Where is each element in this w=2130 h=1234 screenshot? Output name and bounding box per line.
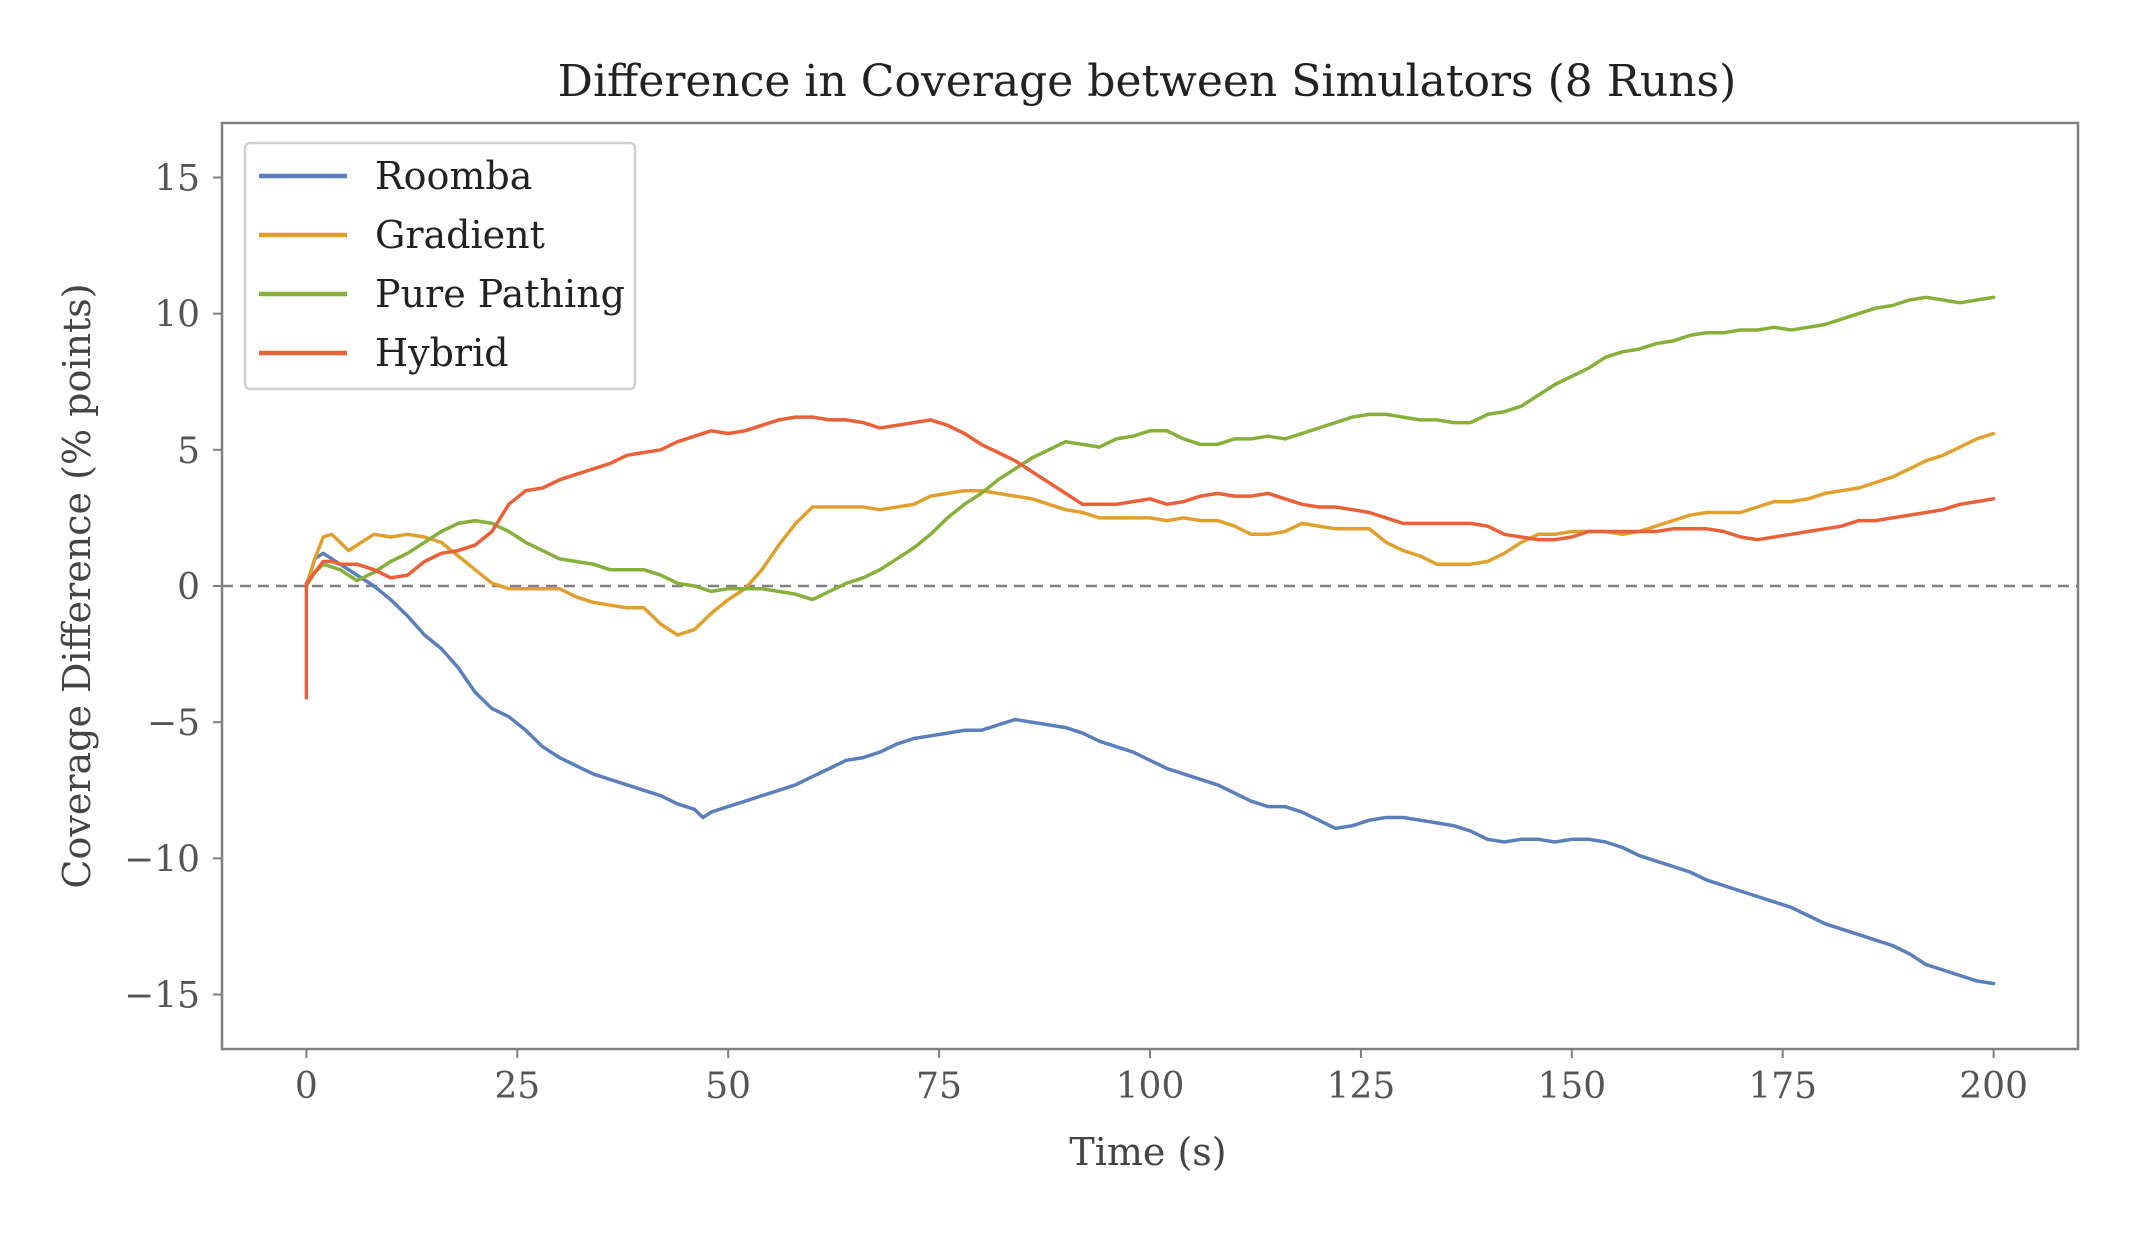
legend-box [243,141,637,391]
x-tick-label: 25 [494,1066,540,1107]
y-tick-label: 10 [154,295,200,336]
legend-label: Hybrid [375,331,509,375]
y-tick-label: −15 [124,976,200,1017]
series-line-pure-pathing [304,295,1996,602]
y-tick-label: −10 [124,839,200,880]
y-tick-label: −5 [147,703,200,744]
x-tick-label: 100 [1116,1066,1185,1107]
x-tick-label: 0 [295,1066,318,1107]
y-tick-label: 0 [177,567,200,608]
legend-label: Roomba [375,154,532,198]
x-tick-label: 125 [1327,1066,1396,1107]
legend-label: Pure Pathing [375,272,625,316]
x-tick-label: 175 [1748,1066,1817,1107]
legend: Roomba Gradient Pure Pathing Hybrid [243,141,637,391]
series-line-roomba [304,551,1996,986]
chart-title: Difference in Coverage between Simulator… [558,56,1737,107]
y-axis-label: Coverage Difference (% points) [55,283,99,888]
x-tick-label: 150 [1537,1066,1606,1107]
y-tick-label: 5 [177,431,200,472]
x-tick-label: 75 [916,1066,962,1107]
x-axis-label: Time (s) [1069,1130,1226,1174]
legend-label: Gradient [375,213,545,257]
x-tick-label: 200 [1959,1066,2028,1107]
series-line-gradient [304,431,1996,637]
y-tick-label: 15 [154,158,200,199]
x-tick-label: 50 [705,1066,751,1107]
series-line-hybrid [304,415,1996,700]
